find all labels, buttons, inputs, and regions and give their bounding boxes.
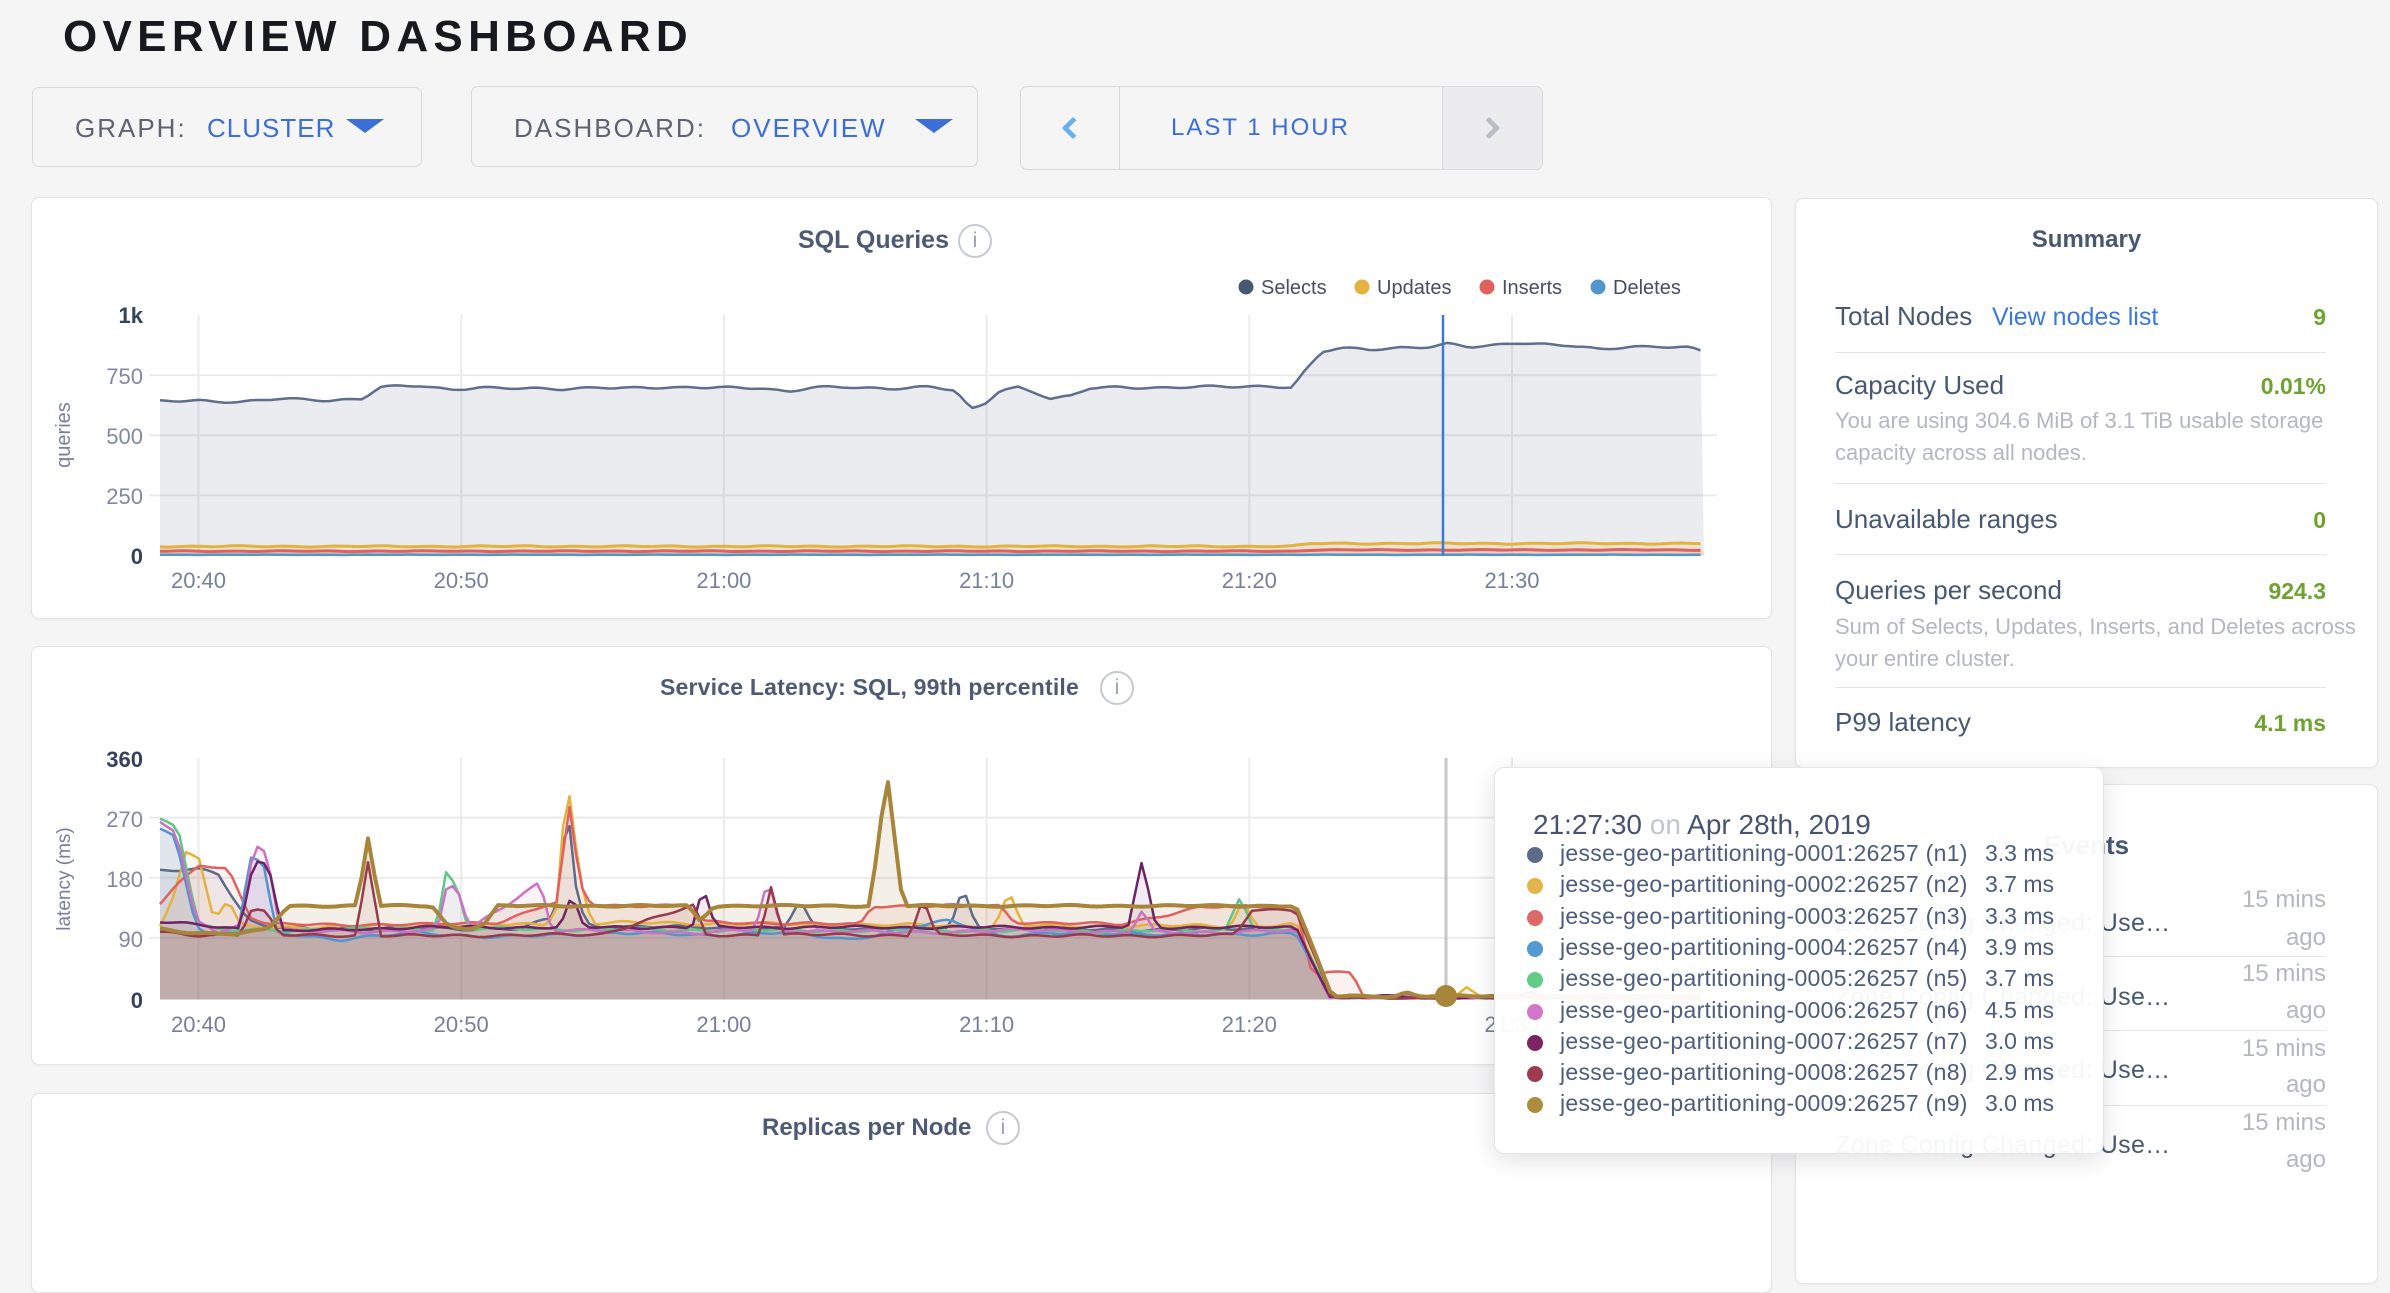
svg-text:21:20: 21:20 xyxy=(1222,568,1277,593)
svg-text:21:00: 21:00 xyxy=(696,1012,751,1037)
svg-text:250: 250 xyxy=(106,484,143,509)
svg-text:latency (ms): latency (ms) xyxy=(54,827,75,930)
svg-text:90: 90 xyxy=(119,927,143,952)
svg-text:21:10: 21:10 xyxy=(959,568,1014,593)
svg-text:0: 0 xyxy=(131,544,143,569)
svg-text:Updates: Updates xyxy=(1377,277,1452,299)
svg-text:1k: 1k xyxy=(119,303,144,328)
svg-text:500: 500 xyxy=(106,424,143,449)
svg-text:21:30: 21:30 xyxy=(1484,568,1539,593)
svg-text:Inserts: Inserts xyxy=(1502,277,1562,299)
svg-text:20:50: 20:50 xyxy=(434,568,489,593)
svg-text:270: 270 xyxy=(106,807,143,832)
svg-text:21:10: 21:10 xyxy=(959,1012,1014,1037)
svg-text:21:20: 21:20 xyxy=(1222,1012,1277,1037)
svg-text:queries: queries xyxy=(53,402,75,468)
svg-text:750: 750 xyxy=(106,364,143,389)
svg-text:360: 360 xyxy=(106,747,143,772)
svg-text:Selects: Selects xyxy=(1261,277,1327,299)
svg-text:0: 0 xyxy=(131,988,143,1013)
svg-text:21:00: 21:00 xyxy=(696,568,751,593)
svg-text:180: 180 xyxy=(106,867,143,892)
svg-text:20:40: 20:40 xyxy=(171,568,226,593)
svg-text:20:50: 20:50 xyxy=(434,1012,489,1037)
svg-text:Deletes: Deletes xyxy=(1613,277,1681,299)
svg-text:20:40: 20:40 xyxy=(171,1012,226,1037)
